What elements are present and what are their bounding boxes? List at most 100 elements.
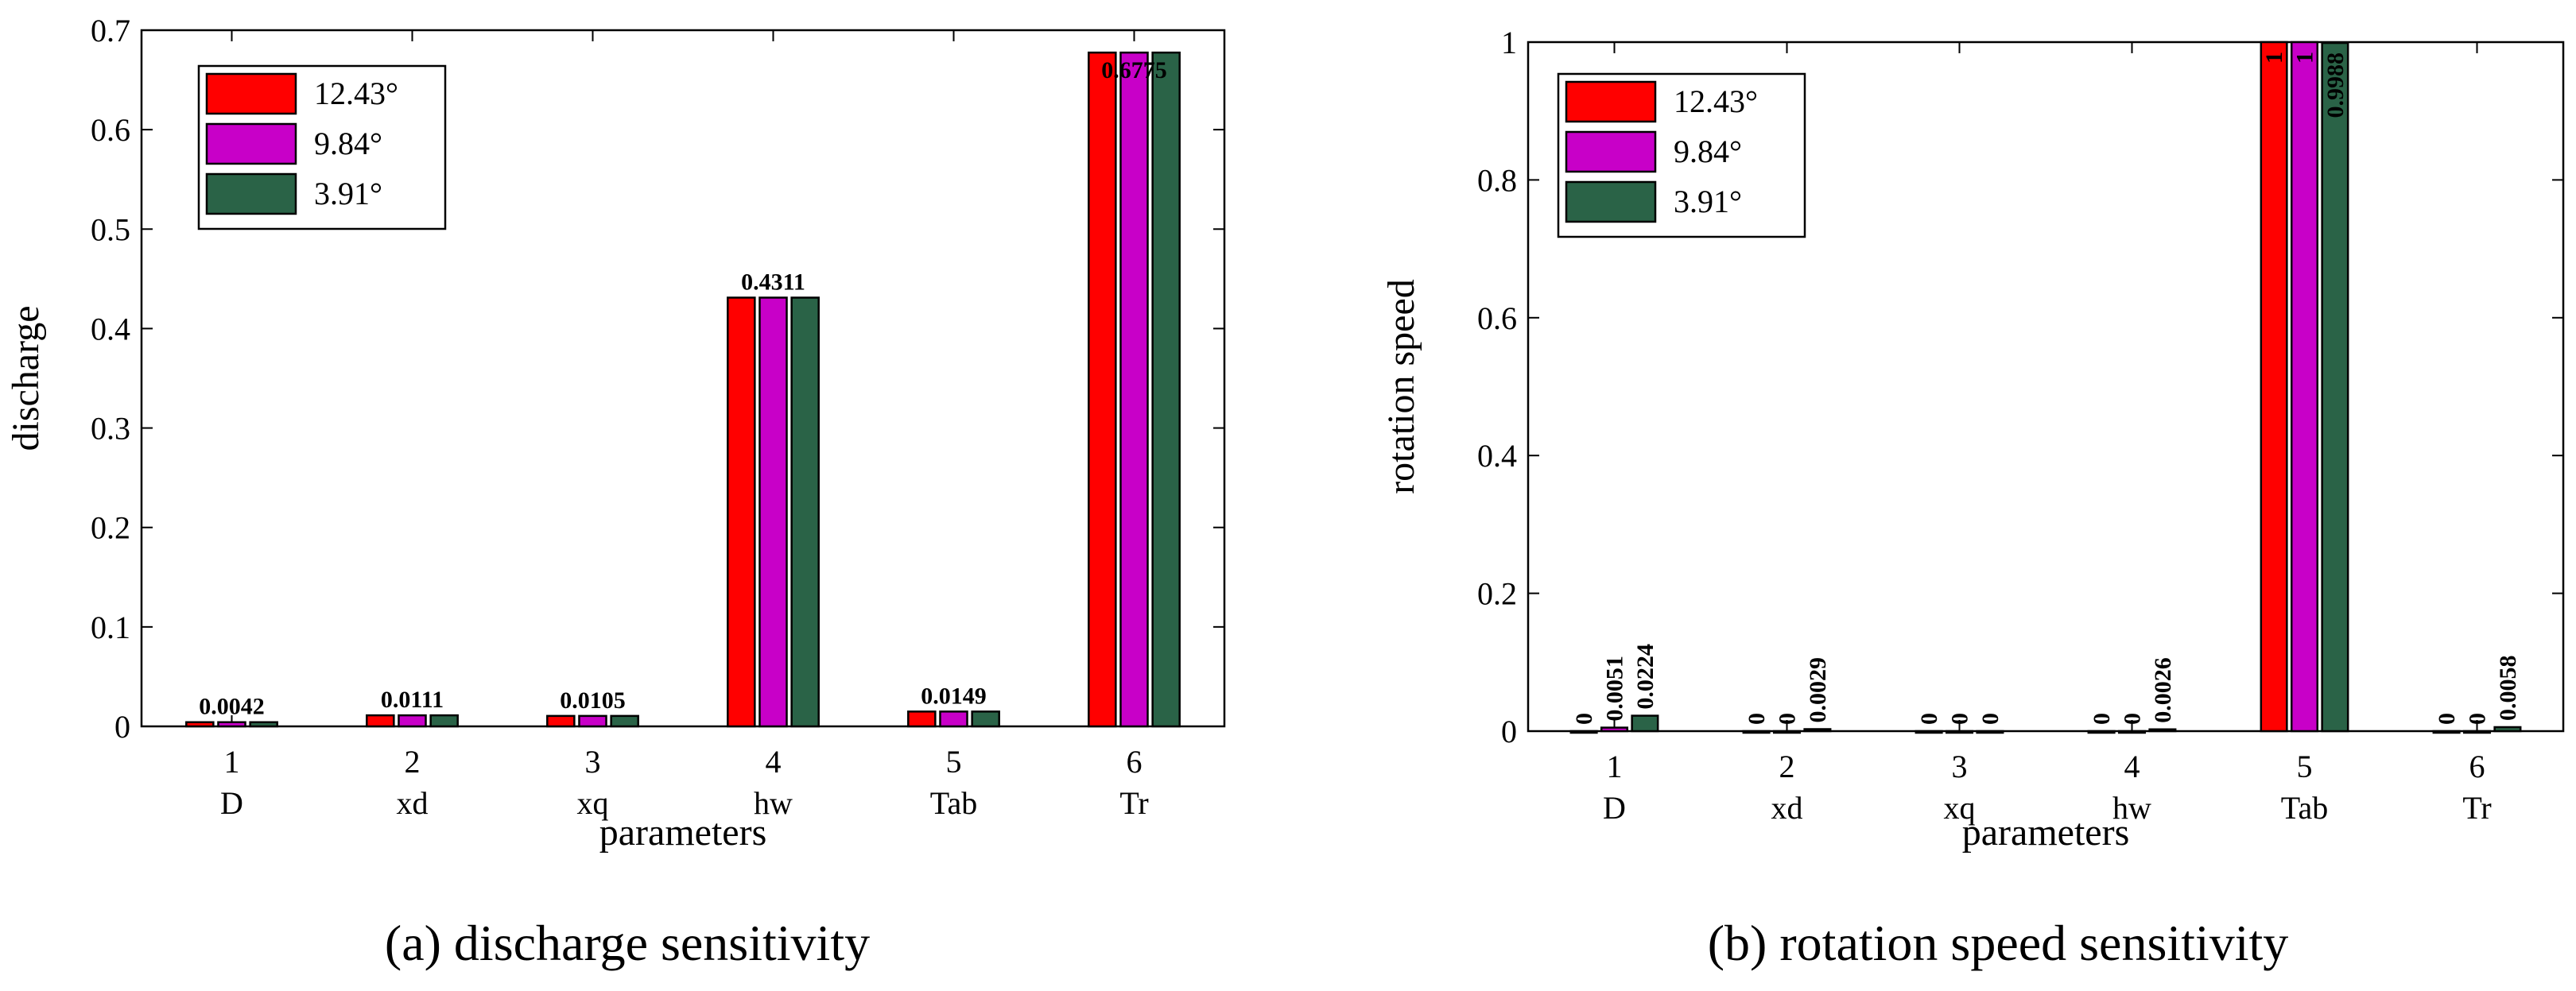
data-label: 1 xyxy=(2261,52,2287,64)
x-tick-label: 6 xyxy=(2469,749,2485,784)
data-label: 0 xyxy=(2434,713,2460,725)
y-tick-label: 0.2 xyxy=(1477,576,1517,612)
category-name-label: Tab xyxy=(930,785,977,821)
bar-4-series-2 xyxy=(2117,730,2147,734)
y-tick-label: 0 xyxy=(114,709,130,745)
x-tick-label: 6 xyxy=(1127,744,1143,780)
data-label: 1 xyxy=(2292,52,2318,64)
bar-1-series-2 xyxy=(1600,726,1629,733)
y-tick-label: 0.6 xyxy=(1477,300,1517,336)
data-label: 0.4311 xyxy=(741,269,805,296)
data-label: 0 xyxy=(1775,713,1801,725)
category-name-label: Tab xyxy=(2281,790,2328,826)
bar-1-series-1 xyxy=(185,721,215,728)
x-tick-label: 4 xyxy=(2124,749,2140,784)
bar-3-series-1 xyxy=(1915,730,1943,734)
data-label: 0 xyxy=(1977,713,2004,725)
bar-2-series-1 xyxy=(366,714,395,728)
legend-label: 12.43° xyxy=(1674,83,1758,119)
bar-2-series-1 xyxy=(1742,730,1771,734)
y-tick-label: 0.8 xyxy=(1477,162,1517,198)
bar-6-series-2 xyxy=(1119,51,1149,728)
bar-1-series-2 xyxy=(217,721,246,728)
data-label: 0 xyxy=(2089,713,2115,725)
data-label: 0 xyxy=(2120,713,2146,725)
x-tick-label: 3 xyxy=(1952,749,1968,784)
bar-5-series-2 xyxy=(939,710,968,728)
bar-4-series-1 xyxy=(727,296,756,728)
bar-5-series-3 xyxy=(971,710,1000,728)
bar-5-series-1 xyxy=(907,710,937,728)
x-tick-label: 1 xyxy=(224,744,240,780)
bar-2-series-2 xyxy=(1772,730,1802,734)
data-label: 0 xyxy=(1744,713,1770,725)
category-name-label: hw xyxy=(2112,790,2151,826)
data-label: 0 xyxy=(1947,713,1973,725)
y-tick-label: 0.1 xyxy=(91,610,130,645)
bar-3-series-2 xyxy=(578,714,607,728)
x-axis-label: parameters xyxy=(1962,811,2130,854)
category-name-label: xq xyxy=(1944,790,1976,826)
category-name-label: Tr xyxy=(2462,790,2491,826)
bar-1-series-3 xyxy=(249,721,278,728)
legend-swatch-series-1 xyxy=(1565,80,1657,123)
category-name-label: Tr xyxy=(1119,785,1148,821)
y-tick-label: 1 xyxy=(1501,25,1517,60)
x-tick-label: 5 xyxy=(2297,749,2313,784)
bar-4-series-3 xyxy=(790,296,820,728)
bar-5-series-1 xyxy=(2260,41,2288,733)
bar-4-series-1 xyxy=(2087,730,2116,734)
x-tick-label: 2 xyxy=(405,744,421,780)
data-label: 0 xyxy=(1571,713,1597,725)
bar-2-series-3 xyxy=(429,714,459,728)
bar-4-series-3 xyxy=(2148,728,2177,733)
x-tick-label: 2 xyxy=(1779,749,1795,784)
category-name-label: xd xyxy=(1771,790,1803,826)
y-tick-label: 0.3 xyxy=(91,411,130,447)
bar-6-series-3 xyxy=(2493,726,2522,733)
data-label: 0.6775 xyxy=(1101,57,1167,83)
bar-3-series-1 xyxy=(546,714,576,728)
y-tick-label: 0.2 xyxy=(91,510,130,546)
legend-swatch-series-3 xyxy=(1565,180,1657,223)
x-tick-label: 5 xyxy=(946,744,962,780)
category-name-label: D xyxy=(1603,790,1626,826)
data-label: 0.0149 xyxy=(921,683,987,709)
legend-label: 9.84° xyxy=(1674,134,1742,169)
bar-3-series-2 xyxy=(1945,730,1974,734)
bar-4-series-2 xyxy=(758,296,788,728)
y-tick-label: 0.4 xyxy=(1477,438,1517,474)
bar-1-series-1 xyxy=(1569,730,1598,734)
bar-2-series-3 xyxy=(1803,728,1832,733)
y-axis-label: rotation speed xyxy=(1380,279,1422,494)
legend-label: 3.91° xyxy=(1674,184,1742,219)
legend-swatch-series-2 xyxy=(205,122,297,165)
legend-swatch-series-1 xyxy=(205,72,297,115)
data-label: 0.0105 xyxy=(560,687,626,714)
legend-swatch-series-2 xyxy=(1565,130,1657,173)
x-tick-label: 1 xyxy=(1607,749,1623,784)
data-label: 0.0029 xyxy=(1805,657,1831,723)
category-name-label: xd xyxy=(397,785,429,821)
y-tick-label: 0.4 xyxy=(91,311,130,346)
x-axis-label: parameters xyxy=(599,811,767,854)
data-label: 0.0026 xyxy=(2150,657,2176,723)
category-name-label: xq xyxy=(577,785,609,821)
bar-3-series-3 xyxy=(610,714,639,728)
chart-discharge-sensitivity: 0 0.1 0.2 0.3 0.4 0.5 0.6 0.7 1 D 2 xd 3 xq 4 hw 5 Tab 6 Tr… xyxy=(5,13,1226,971)
y-tick-label: 0.6 xyxy=(91,112,130,148)
legend-label: 9.84° xyxy=(314,126,382,161)
data-label: 0.0058 xyxy=(2495,655,2521,721)
bar-5-series-2 xyxy=(2290,41,2319,733)
data-label: 0.9988 xyxy=(2322,52,2349,118)
bar-6-series-3 xyxy=(1151,51,1181,728)
data-label: 0.0224 xyxy=(1632,644,1658,710)
bar-6-series-1 xyxy=(2432,730,2461,734)
data-label: 0.0051 xyxy=(1602,656,1628,722)
y-tick-label: 0.7 xyxy=(91,13,130,48)
bar-6-series-2 xyxy=(2462,730,2492,734)
bar-2-series-2 xyxy=(398,714,427,728)
data-label: 0.0042 xyxy=(199,694,265,720)
